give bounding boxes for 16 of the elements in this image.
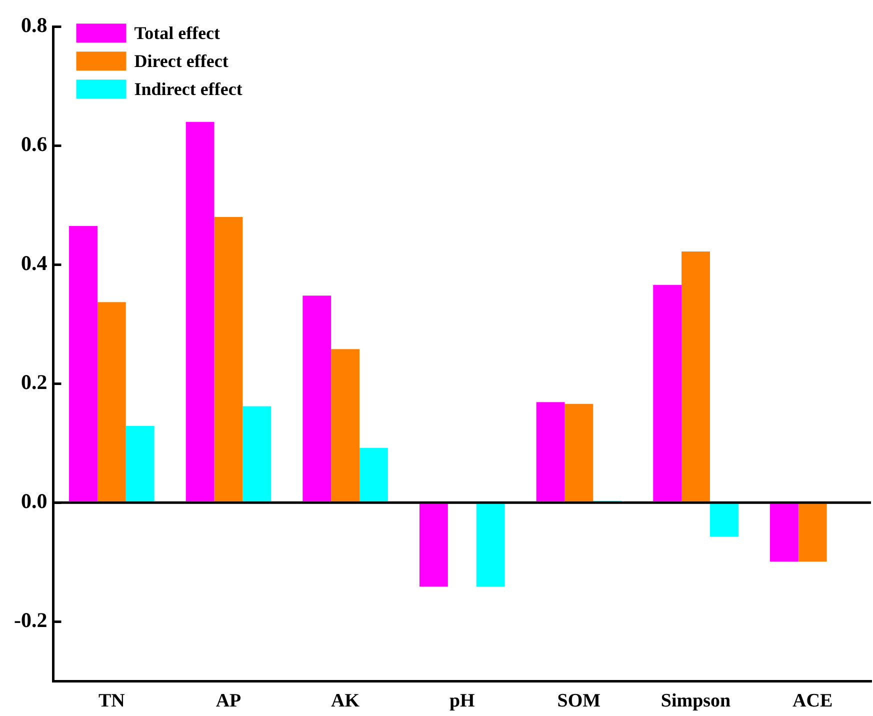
y-tick-label: -0.2 [14,608,48,632]
legend-label: Indirect effect [134,78,242,99]
y-tick-label: 0.2 [20,370,48,394]
y-tick-label: 0.6 [20,132,48,156]
legend-label: Total effect [134,22,220,43]
x-tick-label: AK [331,690,360,712]
x-tick-label: pH [449,690,476,712]
y-tick-label: 0.4 [20,251,48,276]
y-tick-label: 0.8 [20,13,48,38]
x-tick-label: AP [216,690,242,712]
legend-label: Direct effect [134,50,228,71]
x-tick-label: SOM [557,690,601,712]
x-tick-label: TN [98,690,126,712]
x-tick-label: ACE [792,690,833,712]
x-tick-label: Simpson [660,690,732,712]
y-tick-label: 0.0 [20,489,48,514]
